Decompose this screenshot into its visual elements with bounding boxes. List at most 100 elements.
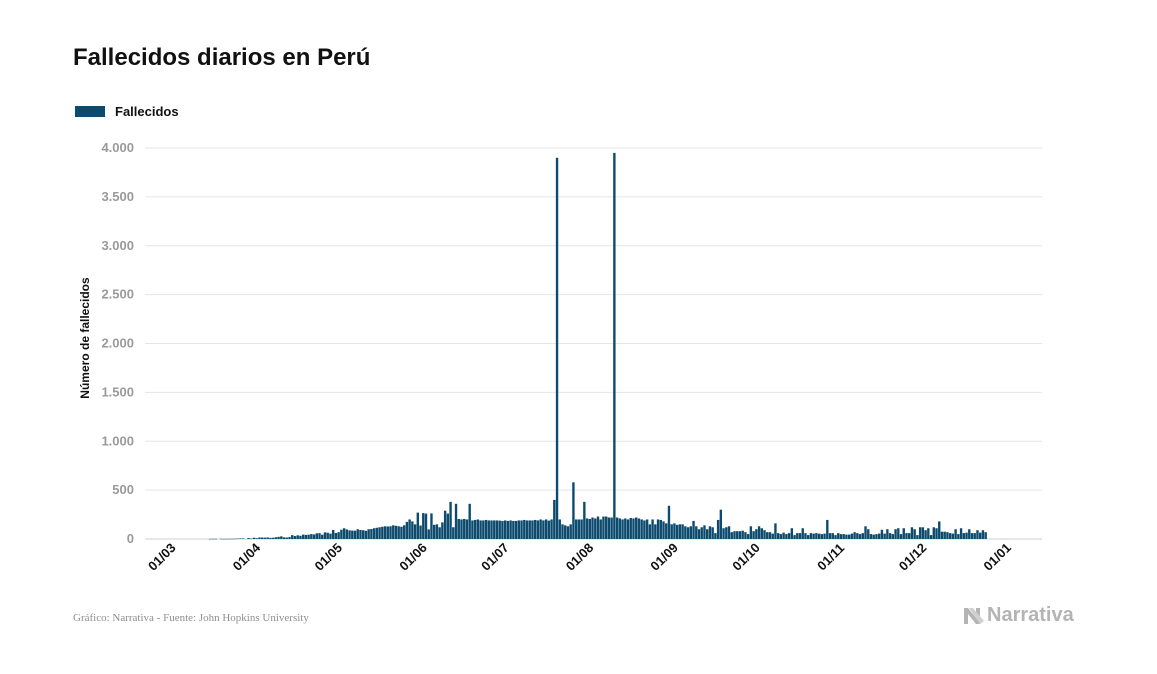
narrativa-logo-icon xyxy=(964,607,984,624)
bar xyxy=(727,526,731,539)
bar xyxy=(457,518,460,539)
bar xyxy=(755,529,758,539)
bar xyxy=(353,530,357,539)
y-tick-label: 3.500 xyxy=(101,189,134,204)
bar xyxy=(654,524,657,539)
bar xyxy=(976,530,979,539)
bar xyxy=(506,520,510,539)
bar xyxy=(897,528,900,539)
bar xyxy=(872,534,875,539)
bar xyxy=(621,519,624,539)
bar xyxy=(725,527,728,539)
bar xyxy=(861,533,864,539)
bar xyxy=(553,499,556,539)
bar xyxy=(979,532,982,539)
bar xyxy=(277,536,280,539)
bar xyxy=(498,520,501,539)
bar xyxy=(771,533,774,539)
bar xyxy=(383,526,387,539)
bar xyxy=(615,517,619,539)
bar xyxy=(894,529,897,539)
bar xyxy=(927,528,930,539)
bar xyxy=(471,520,474,539)
bar xyxy=(951,533,955,539)
bar xyxy=(637,518,641,539)
bar xyxy=(337,532,340,539)
bar xyxy=(375,527,379,539)
bar xyxy=(708,526,712,539)
bar xyxy=(252,537,256,539)
bar xyxy=(280,536,283,539)
bar xyxy=(269,537,272,539)
bar xyxy=(948,533,952,539)
bar xyxy=(539,519,542,539)
y-tick-label: 500 xyxy=(112,482,134,497)
bar xyxy=(820,534,824,539)
bar xyxy=(817,533,821,539)
bar xyxy=(378,527,381,539)
bar xyxy=(544,519,548,539)
bar xyxy=(752,531,755,539)
bar xyxy=(585,518,589,539)
bar xyxy=(929,535,933,539)
bar xyxy=(583,501,586,539)
bar xyxy=(446,513,450,539)
bar xyxy=(610,517,613,539)
bar xyxy=(706,529,709,539)
bar xyxy=(435,524,439,539)
bar xyxy=(659,519,662,539)
y-axis-tick-labels: 0 500 1.000 1.500 2.000 2.500 3.000 3.500 4.000 xyxy=(101,140,134,546)
bar xyxy=(550,519,553,539)
bar xyxy=(220,538,223,540)
bar xyxy=(681,524,684,539)
bar xyxy=(503,520,507,539)
bar xyxy=(329,533,332,539)
y-tick-label: 2.500 xyxy=(101,287,134,302)
bar xyxy=(932,527,935,539)
bar xyxy=(867,529,870,539)
bar xyxy=(695,526,698,539)
bar xyxy=(528,520,531,539)
bar xyxy=(323,532,327,539)
bar xyxy=(397,526,400,539)
bar xyxy=(381,526,384,539)
bar xyxy=(959,528,963,539)
bar xyxy=(482,520,485,539)
bar xyxy=(624,518,627,539)
bar xyxy=(405,521,409,539)
x-tick-label: 01/05 xyxy=(312,540,346,574)
bar xyxy=(288,537,291,539)
bar xyxy=(419,525,422,539)
bar xyxy=(282,537,286,539)
bar xyxy=(869,534,873,539)
bar xyxy=(291,535,294,539)
bar xyxy=(875,534,878,539)
y-tick-label: 1.500 xyxy=(101,384,134,399)
bar xyxy=(746,534,750,539)
bar xyxy=(367,529,370,539)
bar xyxy=(826,519,829,539)
bar xyxy=(662,521,665,539)
bar xyxy=(463,518,466,539)
bar xyxy=(411,521,414,539)
bar xyxy=(261,537,264,539)
bar xyxy=(602,516,605,539)
y-tick-label: 0 xyxy=(127,531,134,546)
bar xyxy=(441,522,444,539)
bar xyxy=(935,528,938,539)
bar xyxy=(326,532,329,539)
bar xyxy=(588,518,591,539)
bar xyxy=(656,519,660,539)
bar xyxy=(572,482,575,539)
bar xyxy=(359,530,362,539)
bar xyxy=(888,533,892,539)
bar xyxy=(766,532,769,539)
y-tick-label: 3.000 xyxy=(101,238,134,253)
bar xyxy=(760,528,763,539)
bar xyxy=(422,513,425,539)
bar xyxy=(250,538,253,540)
x-tick-label: 01/11 xyxy=(814,540,847,573)
bar xyxy=(651,519,654,539)
bar xyxy=(271,537,275,539)
bar xyxy=(839,534,843,539)
